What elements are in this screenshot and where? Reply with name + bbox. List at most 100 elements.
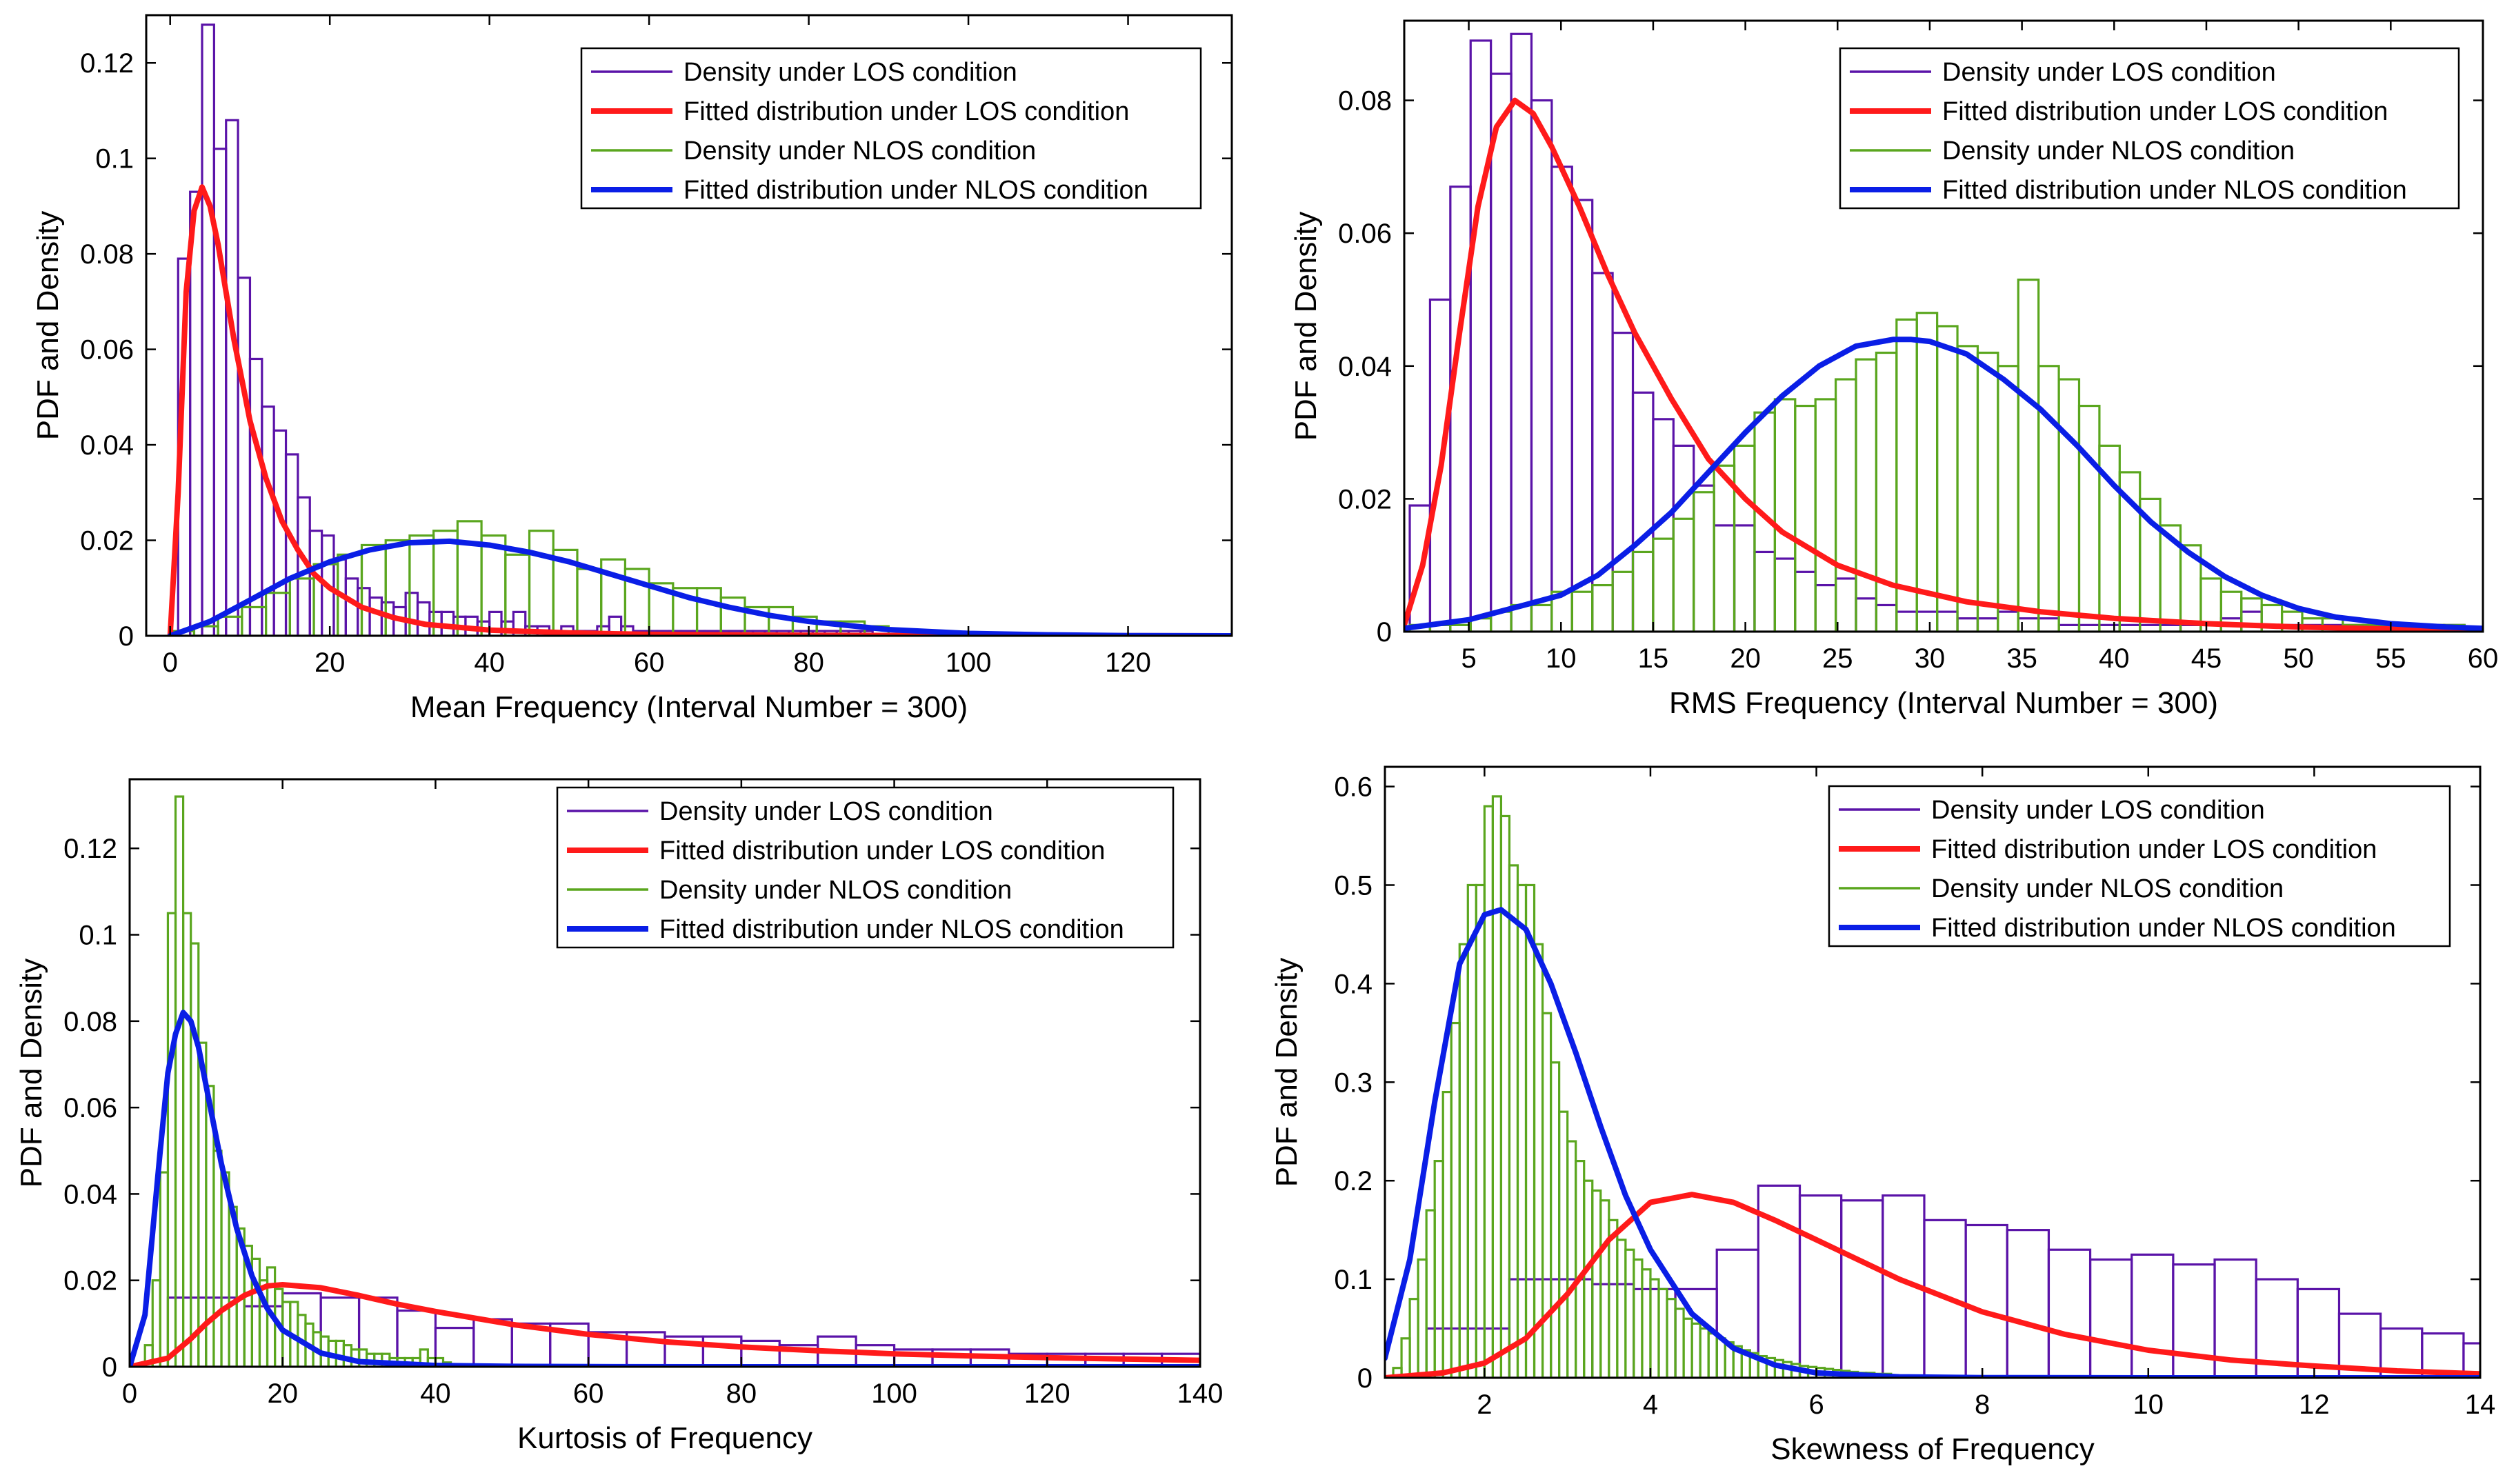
x-tick-label: 60 [2468, 643, 2499, 674]
x-tick-label: 120 [1105, 648, 1151, 678]
y-tick-label: 0.5 [1334, 870, 1373, 901]
los-fitted-curve [1404, 97, 2483, 632]
x-tick-label: 15 [1638, 643, 1669, 674]
chart-panel-4: 2 4 6 8 10 12 14 0 0.1 0.2 0.3 0.4 0.5 0.6 Skewness of… [1270, 765, 2496, 1466]
plot-content [1404, 32, 2483, 632]
x-tick-label: 80 [793, 648, 824, 678]
x-tick-label: 45 [2191, 643, 2222, 674]
axes-box [1384, 765, 2482, 1379]
legend-box [556, 786, 1175, 949]
y-axis-label: PDF and Density [1270, 958, 1304, 1187]
x-axis-label: Kurtosis of Frequency [517, 1421, 812, 1455]
y-tick-label: 0 [119, 621, 134, 652]
legend-nlos-density-label: Density under NLOS condition [659, 876, 1012, 905]
y-tick-label: 0.1 [79, 921, 117, 951]
los-fitted-curve [1385, 1192, 2480, 1378]
y-tick-label: 0 [1377, 617, 1392, 648]
y-axis-label: PDF and Density [1289, 212, 1323, 441]
y-tick-label: 0.1 [1334, 1265, 1373, 1295]
x-tick-label: 0 [163, 648, 178, 678]
legend-los-fit-label: Fitted distribution under LOS condition [1931, 835, 2377, 864]
x-tick-label: 60 [634, 648, 665, 678]
legend-los-density-label: Density under LOS condition [1931, 796, 2265, 825]
chart-panel-3: 0 20 40 60 80 100 120 140 0 0.02 0.04 0.06 0.08 0.1 0.… [14, 778, 1224, 1455]
x-tick-label: 140 [1177, 1378, 1224, 1409]
y-tick-label: 0.04 [80, 430, 134, 461]
x-tick-label: 2 [1477, 1390, 1492, 1420]
y-tick-label: 0.12 [63, 834, 117, 864]
legend: Density under LOS condition Fitted distri… [1828, 785, 2451, 947]
x-tick-label: 6 [1808, 1390, 1824, 1420]
y-tick-label: 0.4 [1334, 969, 1373, 999]
nlos-fitted-curve [1385, 907, 2480, 1378]
axes-box [145, 14, 1233, 637]
y-tick-label: 0.02 [63, 1266, 117, 1296]
y-tick-label: 0.06 [80, 335, 134, 365]
y-tick-label: 0.08 [1338, 86, 1392, 117]
x-tick-label: 40 [474, 648, 505, 678]
y-tick-label: 0.2 [1334, 1166, 1373, 1196]
x-tick-label: 12 [2299, 1390, 2330, 1420]
x-tick-label: 8 [1975, 1390, 1990, 1420]
x-axis-label: Skewness of Frequency [1770, 1432, 2095, 1466]
x-tick-label: 60 [573, 1378, 604, 1409]
x-axis-label: Mean Frequency (Interval Number = 300) [410, 690, 968, 724]
y-axis-label: PDF and Density [14, 959, 48, 1188]
y-tick-label: 0.12 [80, 48, 134, 79]
legend-nlos-fit-label: Fitted distribution under NLOS condition [683, 176, 1148, 205]
x-tick-label: 20 [267, 1378, 298, 1409]
x-tick-label: 50 [2283, 643, 2314, 674]
y-tick-label: 0.04 [1338, 352, 1392, 382]
legend-nlos-density-label: Density under NLOS condition [1942, 137, 2295, 166]
x-tick-label: 4 [1643, 1390, 1658, 1420]
y-tick-label: 0 [1357, 1363, 1373, 1394]
legend: Density under LOS condition Fitted distri… [556, 786, 1175, 949]
legend: Density under LOS condition Fitted distri… [580, 47, 1202, 210]
legend-nlos-fit-label: Fitted distribution under NLOS condition [1942, 176, 2407, 205]
y-tick-label: 0.02 [1338, 484, 1392, 514]
legend-box [1828, 785, 2451, 947]
y-tick-label: 0.04 [63, 1179, 117, 1210]
y-tick-label: 0.02 [80, 526, 134, 556]
legend-los-fit-label: Fitted distribution under LOS condition [683, 97, 1129, 126]
legend-los-fit-label: Fitted distribution under LOS condition [659, 836, 1105, 865]
legend-box [580, 47, 1202, 210]
legend-nlos-density-label: Density under NLOS condition [683, 137, 1036, 166]
x-tick-label: 14 [2465, 1390, 2496, 1420]
legend-nlos-density-label: Density under NLOS condition [1931, 874, 2284, 903]
los-fitted-curve [130, 1282, 1200, 1367]
y-tick-label: 0.6 [1334, 772, 1373, 803]
x-tick-label: 0 [122, 1378, 137, 1409]
x-tick-label: 10 [2133, 1390, 2164, 1420]
y-tick-label: 0.08 [63, 1007, 117, 1037]
x-axis-label: RMS Frequency (Interval Number = 300) [1669, 686, 2218, 720]
plot-content [130, 795, 1200, 1367]
axes-box [128, 778, 1201, 1368]
x-tick-label: 100 [871, 1378, 917, 1409]
y-tick-label: 0.1 [95, 144, 134, 174]
x-tick-label: 40 [2099, 643, 2130, 674]
x-tick-label: 40 [420, 1378, 451, 1409]
x-tick-label: 80 [726, 1378, 757, 1409]
legend-box [1839, 47, 2460, 210]
x-tick-label: 120 [1024, 1378, 1070, 1409]
legend-nlos-fit-label: Fitted distribution under NLOS condition [659, 915, 1124, 944]
legend: Density under LOS condition Fitted distri… [1839, 47, 2460, 210]
x-tick-label: 20 [1730, 643, 1761, 674]
los-density-bar [2462, 1342, 2480, 1378]
y-tick-label: 0.06 [63, 1093, 117, 1123]
legend-nlos-fit-label: Fitted distribution under NLOS condition [1931, 914, 2396, 943]
x-tick-label: 30 [1915, 643, 1946, 674]
y-tick-label: 0 [102, 1352, 117, 1383]
chart-panel-2: 5 10 15 20 25 30 35 40 45 50 55 60 0 0.02 0.04 0.06 0.08… [1289, 19, 2499, 720]
nlos-fitted-curve [167, 538, 1232, 636]
x-tick-label: 5 [1461, 643, 1476, 674]
x-tick-label: 25 [1822, 643, 1853, 674]
chart-panel-1: 0 20 40 60 80 100 120 0 0.02 0.04 0.06 0.08 0.1 0.12 M… [31, 14, 1233, 724]
x-tick-label: 55 [2375, 643, 2406, 674]
x-tick-label: 100 [946, 648, 992, 678]
nlos-fitted-curve [1404, 337, 2483, 632]
y-tick-label: 0.08 [80, 239, 134, 270]
y-axis-label: PDF and Density [31, 211, 65, 441]
